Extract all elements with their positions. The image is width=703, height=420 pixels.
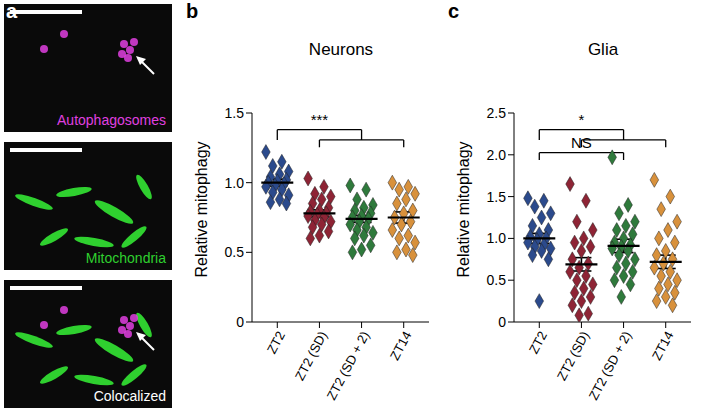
html-text:Autophagosomes: Autophagosomes: [57, 112, 166, 128]
svg-text:0.5: 0.5: [225, 244, 245, 260]
html-text:Neurons: Neurons: [308, 40, 374, 59]
svg-text:Relative mitophagy: Relative mitophagy: [193, 141, 210, 277]
svg-text:1.0: 1.0: [225, 175, 245, 191]
svg-text:Relative mitophagy: Relative mitophagy: [455, 141, 472, 277]
svg-text:ZT14: ZT14: [649, 329, 676, 363]
svg-text:ZT2 (SD): ZT2 (SD): [292, 329, 330, 383]
svg-text:0: 0: [236, 314, 244, 330]
html-text:b: b: [186, 0, 199, 22]
svg-text:2.5: 2.5: [487, 105, 507, 121]
svg-text:ZT14: ZT14: [387, 329, 414, 363]
svg-text:0: 0: [498, 314, 506, 330]
svg-text:***: ***: [311, 111, 329, 128]
html-text:c: c: [448, 0, 460, 22]
svg-text:1.5: 1.5: [225, 105, 245, 121]
svg-text:ZT2: ZT2: [264, 329, 288, 356]
svg-text:ZT2 (SD): ZT2 (SD): [554, 329, 592, 383]
svg-text:ZT2 (SD + 2): ZT2 (SD + 2): [324, 329, 373, 403]
svg-text:ZT2 (SD + 2): ZT2 (SD + 2): [586, 329, 635, 403]
html-text:a: a: [6, 0, 18, 22]
html-text:Mitochondria: Mitochondria: [85, 250, 166, 266]
svg-text:2.0: 2.0: [487, 147, 507, 163]
svg-text:1.0: 1.0: [487, 230, 507, 246]
svg-text:NS: NS: [571, 134, 592, 151]
svg-text:*: *: [579, 111, 585, 128]
svg-text:1.5: 1.5: [487, 189, 507, 205]
html-text:Colocalized: Colocalized: [93, 388, 166, 404]
svg-text:0.5: 0.5: [487, 272, 507, 288]
svg-text:ZT2: ZT2: [526, 329, 550, 356]
html-text:Glia: Glia: [587, 40, 619, 59]
